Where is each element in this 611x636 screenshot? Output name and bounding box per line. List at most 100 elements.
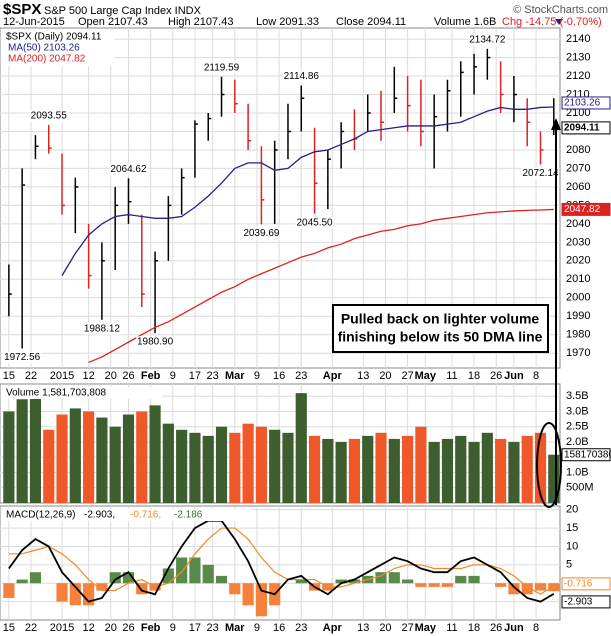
value-tag-text: -2.903: [564, 597, 593, 608]
histogram-bar: [56, 583, 68, 602]
y-tick-label: 2.5B: [566, 421, 589, 433]
volume-bar: [229, 432, 241, 503]
title: $SPX: [3, 1, 41, 18]
histogram-bar: [388, 572, 400, 584]
label-bg: [82, 322, 121, 335]
x-tick-label: 18: [468, 622, 480, 634]
volume-bar: [468, 441, 480, 503]
extreme-label: 2064.62: [110, 164, 147, 175]
y-tick-label: 2120: [566, 70, 590, 82]
x-tick-label: 23: [295, 622, 307, 634]
x-tick-label: 26: [490, 370, 502, 382]
volume-bar: [402, 435, 414, 503]
histogram-bar: [189, 557, 201, 584]
y-tick-label: 2130: [566, 51, 590, 63]
x-tick-label: 26: [122, 370, 134, 382]
value-tag: [561, 595, 611, 609]
volume-bar: [508, 441, 520, 503]
quote: High 2107.43: [168, 16, 233, 28]
volume-bar: [16, 399, 28, 503]
extreme-label: 2114.86: [284, 71, 320, 82]
histogram-bar: [534, 583, 547, 591]
x-tick-label: 9: [254, 622, 260, 634]
histogram-bar: [255, 583, 267, 617]
legend-bg: [2, 30, 114, 66]
x-tick-label: Apr: [323, 370, 343, 382]
y-tick-label: 2080: [566, 144, 590, 156]
y-tick-label: 2030: [566, 236, 590, 248]
histogram-bar: [202, 564, 214, 584]
line: [61, 106, 554, 276]
histogram-bar: [3, 583, 15, 598]
y-tick-label: 2040: [566, 218, 590, 230]
x-tick-label: Mar: [225, 622, 245, 634]
y-tick-label: 3.0B: [566, 405, 589, 417]
value-tag-text: 2103.26: [564, 98, 601, 109]
x-tick-label: 22: [25, 622, 37, 634]
x-tick-label: 16: [273, 370, 285, 382]
legend-entry: MA(50) 2103.26: [8, 43, 80, 54]
histogram-bar: [375, 572, 387, 584]
volume-ellipse: [536, 422, 562, 508]
volume-bar: [3, 411, 15, 503]
histogram-bar: [242, 583, 254, 606]
macd-frame: [0, 505, 561, 621]
volume-bar: [548, 454, 560, 503]
volume-bar: [109, 426, 121, 503]
x-tick-label: 13: [357, 622, 369, 634]
y-tick-label: 1980: [566, 329, 590, 341]
volume-bar: [215, 426, 228, 503]
volume-bar: [69, 408, 81, 503]
histogram-bar: [176, 557, 188, 584]
volume-bar: [122, 414, 135, 503]
volume-bar: [441, 438, 454, 503]
y-tick-label: 15: [566, 522, 578, 534]
volume-bar: [295, 393, 307, 503]
histogram-bar: [508, 583, 520, 595]
x-tick-label: 11: [446, 370, 457, 382]
histogram-bar: [122, 572, 135, 584]
volume-bar: [56, 414, 68, 503]
histogram-bar: [162, 568, 174, 584]
x-tick-label: May: [415, 622, 437, 634]
volume-bar: [455, 435, 467, 503]
label-bg: [468, 33, 507, 46]
value-tag-text: 1581703808: [564, 449, 611, 460]
date: 12-Jun-2015: [3, 16, 65, 28]
note-line: finishing below its 50 DMA line: [338, 329, 543, 345]
quote: Chg -14.75 (-0.70%): [502, 16, 602, 28]
x-tick-label: 20: [105, 370, 117, 382]
volume-bar: [415, 426, 427, 503]
quote: Close 2094.11: [336, 16, 406, 28]
volume-bar: [481, 432, 493, 503]
x-tick-label: Apr: [323, 622, 343, 634]
histogram-bar: [521, 583, 533, 595]
credit: © StockCharts.com: [513, 4, 608, 16]
volume-bar: [202, 435, 214, 503]
y-tick-label: 2010: [566, 273, 590, 285]
y-tick-label: 2060: [566, 181, 590, 193]
macd-title: MACD(12,26,9): [6, 510, 75, 521]
x-tick-label: Jun: [504, 622, 524, 634]
volume-bar: [388, 438, 400, 503]
extreme-label: 1988.12: [84, 323, 121, 334]
line: [88, 208, 554, 364]
extreme-label: 1972.56: [4, 352, 41, 363]
y-tick-label: 2140: [566, 33, 590, 45]
histogram-bar: [335, 579, 347, 584]
histogram-bar: [428, 583, 440, 587]
volume-bar: [269, 429, 281, 503]
x-tick-label: May: [415, 370, 437, 382]
label-bg: [282, 70, 321, 83]
extreme-label: 1980.90: [137, 337, 174, 348]
y-tick-label: 10: [566, 540, 578, 552]
x-tick-label: 26: [122, 622, 134, 634]
y-tick-label: 2.0B: [566, 436, 589, 448]
histogram-bar: [548, 583, 560, 592]
volume-bar: [322, 438, 334, 503]
volume-bar: [335, 441, 347, 503]
price-frame: [0, 27, 561, 369]
arrow-head: [551, 118, 561, 130]
x-tick-label: Mar: [225, 370, 245, 382]
volume-bar: [255, 426, 267, 503]
